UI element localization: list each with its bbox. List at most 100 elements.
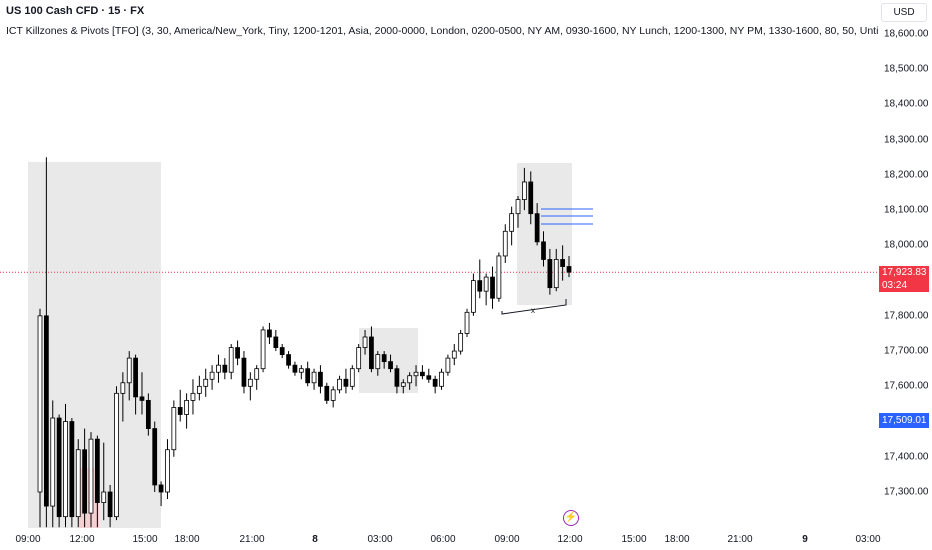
candle	[260, 326, 266, 373]
candle	[400, 379, 406, 394]
candle	[145, 393, 151, 436]
candle	[298, 365, 304, 380]
candle	[107, 484, 113, 528]
candle	[375, 351, 381, 376]
candle	[445, 354, 451, 376]
time-tick-label: 12:00	[69, 534, 95, 545]
candle-body	[88, 438, 94, 514]
candle-body	[69, 421, 75, 518]
bar-countdown: 03:24	[882, 280, 908, 291]
candle	[566, 255, 572, 278]
candle-body	[241, 357, 247, 387]
chart-area[interactable]: x US 100 Cash CFD · 15 · FX ICT Killzone…	[0, 0, 878, 528]
candlestick-chart[interactable]: x	[0, 0, 878, 528]
candle-body	[515, 199, 521, 215]
candle	[477, 259, 483, 299]
time-axis[interactable]: 09:00 12:00 15:00 18:00 21:00 8 03:00 06:00 09:0…	[0, 528, 881, 550]
candle	[413, 365, 419, 387]
candle-body	[413, 371, 419, 377]
candle	[75, 439, 81, 528]
candle	[158, 481, 164, 507]
candle	[407, 372, 413, 390]
candle-body	[50, 417, 56, 507]
candle	[318, 365, 323, 394]
candle-body	[235, 347, 240, 359]
candle-body	[451, 350, 457, 359]
candle	[388, 354, 393, 373]
candle-body	[286, 354, 291, 366]
price-tick-label: 18,400.00	[884, 98, 929, 110]
candle-body	[177, 407, 183, 415]
time-tick-label: 03:00	[855, 534, 881, 545]
candle	[43, 157, 49, 528]
candle	[165, 439, 170, 500]
candle	[426, 368, 432, 383]
candle	[50, 400, 56, 528]
candle	[203, 368, 209, 397]
time-tick-label: 09:00	[494, 534, 520, 545]
price-tick-label: 17,400.00	[884, 451, 929, 463]
candle	[254, 365, 260, 390]
candle-body	[560, 259, 566, 267]
candle-body	[94, 438, 100, 503]
candle-body	[490, 276, 495, 299]
candle	[101, 442, 107, 521]
candle-body	[362, 336, 368, 348]
candle-body	[426, 375, 432, 380]
candle-body	[528, 181, 534, 215]
pivot-bracket	[501, 299, 567, 315]
candle-body	[407, 375, 413, 384]
candle-body	[337, 378, 342, 391]
candle-body	[273, 336, 279, 348]
candle	[381, 351, 387, 369]
candle-body	[203, 378, 209, 387]
candle-body	[184, 399, 189, 415]
candle	[171, 400, 177, 457]
currency-button[interactable]: USD	[881, 3, 927, 22]
candle	[369, 326, 374, 373]
candle	[553, 248, 559, 292]
price-axis[interactable]: 18,600.00 18,500.00 18,400.00 18,300.00 18,2…	[878, 0, 932, 528]
candle-body	[228, 347, 234, 373]
candle	[541, 231, 546, 267]
candle	[279, 344, 285, 359]
candle	[69, 418, 75, 528]
candle	[528, 171, 534, 225]
candle-body	[75, 449, 81, 518]
time-tick-label: 12:00	[557, 534, 583, 545]
candle	[311, 368, 317, 390]
candle-body	[381, 354, 387, 363]
candle	[509, 206, 515, 246]
candle-body	[56, 417, 62, 518]
candle-body	[394, 368, 400, 387]
candle-body	[369, 336, 374, 370]
candle	[184, 393, 189, 429]
candle-body	[343, 378, 349, 387]
lightning-bolt-icon[interactable]: ⚡	[563, 510, 579, 526]
candle	[273, 329, 279, 352]
candle-body	[139, 396, 145, 401]
candle	[235, 340, 240, 366]
candle-body	[509, 213, 515, 232]
candle	[152, 421, 158, 492]
candle-body	[547, 259, 553, 289]
candle	[267, 322, 272, 345]
price-tick-label: 18,500.00	[884, 63, 929, 75]
candle	[560, 245, 566, 281]
candle	[490, 266, 495, 309]
candle-body	[63, 421, 68, 518]
candle	[522, 167, 527, 211]
last-price-label: 17,923.83 03:24	[879, 266, 929, 292]
candle-body	[458, 333, 464, 352]
indicator-legend[interactable]: ICT Killzones & Pivots [TFO] (3, 30, Ame…	[6, 25, 878, 37]
candle-body	[400, 382, 406, 387]
candle-body	[37, 315, 43, 493]
candle	[343, 368, 349, 394]
candle-body	[298, 368, 304, 373]
candle-body	[209, 371, 215, 380]
symbol-title[interactable]: US 100 Cash CFD · 15 · FX	[6, 5, 145, 17]
candle-body	[43, 315, 49, 507]
price-tick-label: 17,600.00	[884, 380, 929, 392]
candle-body	[82, 449, 87, 514]
candle-body	[247, 378, 253, 387]
